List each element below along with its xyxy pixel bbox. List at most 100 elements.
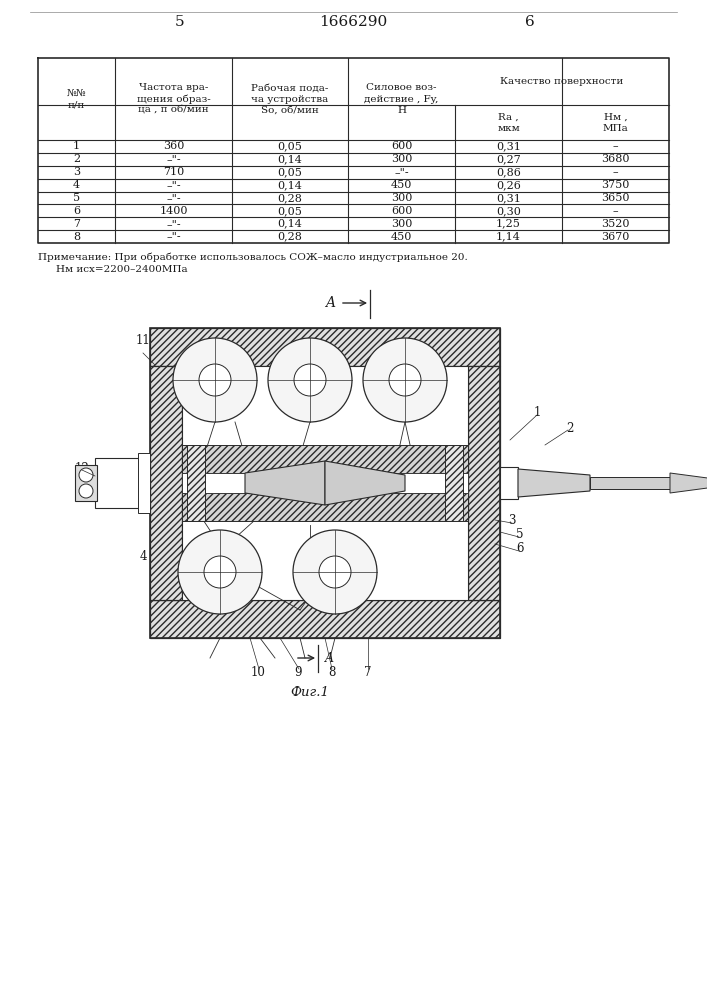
Circle shape <box>319 556 351 588</box>
Text: 5: 5 <box>175 15 185 29</box>
Text: Фиг.1: Фиг.1 <box>291 686 329 698</box>
Circle shape <box>293 530 377 614</box>
Text: 1: 1 <box>533 406 541 420</box>
Bar <box>138 453 150 513</box>
Circle shape <box>294 364 326 396</box>
Text: 6: 6 <box>525 15 535 29</box>
Text: 300: 300 <box>391 193 412 203</box>
Text: 1400: 1400 <box>159 206 188 216</box>
Text: –"-: –"- <box>166 232 181 242</box>
Polygon shape <box>325 461 405 505</box>
Circle shape <box>178 530 262 614</box>
Text: 7: 7 <box>364 666 372 678</box>
Text: –"-: –"- <box>166 193 181 203</box>
Text: 0,05: 0,05 <box>278 141 303 151</box>
Text: 0,30: 0,30 <box>496 206 521 216</box>
Bar <box>182 493 468 521</box>
Text: 0,14: 0,14 <box>278 180 303 190</box>
Text: 2: 2 <box>73 154 80 164</box>
Text: 4: 4 <box>139 550 147 562</box>
Bar <box>95 458 150 508</box>
Bar <box>590 477 670 489</box>
Text: 300: 300 <box>391 154 412 164</box>
Text: 360: 360 <box>163 141 185 151</box>
Text: 710: 710 <box>163 167 184 177</box>
Bar <box>182 445 468 473</box>
Bar <box>75 465 97 501</box>
Text: 3750: 3750 <box>602 180 630 190</box>
Circle shape <box>79 484 93 498</box>
Text: 4: 4 <box>73 180 80 190</box>
Text: 600: 600 <box>391 206 412 216</box>
Bar <box>182 366 468 600</box>
Bar <box>150 366 182 600</box>
Text: 5: 5 <box>516 528 524 540</box>
Text: 11: 11 <box>136 334 151 347</box>
Circle shape <box>389 364 421 396</box>
Text: 10: 10 <box>250 666 265 678</box>
Text: 0,86: 0,86 <box>496 167 521 177</box>
Text: 0,28: 0,28 <box>278 232 303 242</box>
Polygon shape <box>245 461 325 505</box>
Text: –: – <box>613 206 619 216</box>
Text: 3680: 3680 <box>601 154 630 164</box>
Text: 0,05: 0,05 <box>278 167 303 177</box>
Circle shape <box>204 556 236 588</box>
Text: 3: 3 <box>73 167 80 177</box>
Text: Качество поверхности: Качество поверхности <box>501 77 624 86</box>
Text: Примечание: При обработке использовалось СОЖ–масло индустриальное 20.: Примечание: При обработке использовалось… <box>38 253 468 262</box>
Circle shape <box>173 338 257 422</box>
Text: –"-: –"- <box>166 219 181 229</box>
Text: 0,14: 0,14 <box>278 154 303 164</box>
Text: –: – <box>613 141 619 151</box>
Bar <box>445 445 463 521</box>
Text: –"-: –"- <box>166 154 181 164</box>
Text: 8: 8 <box>328 666 336 678</box>
Text: 1,14: 1,14 <box>496 232 521 242</box>
Bar <box>182 473 468 493</box>
Text: A: A <box>325 296 335 310</box>
Text: 2: 2 <box>566 422 573 434</box>
Bar <box>500 467 518 499</box>
Polygon shape <box>670 473 707 493</box>
Text: Нм ,
МПа: Нм , МПа <box>602 112 629 133</box>
Text: 9: 9 <box>294 666 302 678</box>
Circle shape <box>363 338 447 422</box>
Text: 0,31: 0,31 <box>496 193 521 203</box>
Text: 3650: 3650 <box>601 193 630 203</box>
Text: 0,05: 0,05 <box>278 206 303 216</box>
Text: 0,28: 0,28 <box>278 193 303 203</box>
Text: 3: 3 <box>508 514 515 526</box>
Text: Частота вра-
щения образ-
ца , п об/мин: Частота вра- щения образ- ца , п об/мин <box>136 83 211 115</box>
Circle shape <box>199 364 231 396</box>
Circle shape <box>79 468 93 482</box>
Text: 0,14: 0,14 <box>278 219 303 229</box>
Text: Ra ,
мкм: Ra , мкм <box>497 112 520 133</box>
Text: 0,31: 0,31 <box>496 141 521 151</box>
Text: Силовое воз-
действие , Fy,
Н: Силовое воз- действие , Fy, Н <box>364 83 438 115</box>
Polygon shape <box>518 469 590 497</box>
Text: Рабочая пода-
ча устройства
So, об/мин: Рабочая пода- ча устройства So, об/мин <box>251 83 329 115</box>
Text: 8: 8 <box>73 232 80 242</box>
Text: 7: 7 <box>73 219 80 229</box>
Text: 600: 600 <box>391 141 412 151</box>
Text: –"-: –"- <box>395 167 409 177</box>
Text: 5: 5 <box>73 193 80 203</box>
Text: A: A <box>325 652 334 664</box>
Bar <box>150 328 500 638</box>
Bar <box>150 600 500 638</box>
Bar <box>187 445 205 521</box>
Bar <box>150 328 500 366</box>
Text: 3670: 3670 <box>602 232 630 242</box>
Bar <box>468 366 500 600</box>
Text: 450: 450 <box>391 180 412 190</box>
Text: 300: 300 <box>391 219 412 229</box>
Text: 1,25: 1,25 <box>496 219 521 229</box>
Text: 1666290: 1666290 <box>319 15 387 29</box>
Text: №№
п/п: №№ п/п <box>66 89 86 109</box>
Text: 6: 6 <box>73 206 80 216</box>
Text: 450: 450 <box>391 232 412 242</box>
Text: 0,27: 0,27 <box>496 154 521 164</box>
Text: –"-: –"- <box>166 180 181 190</box>
Text: –: – <box>613 167 619 177</box>
